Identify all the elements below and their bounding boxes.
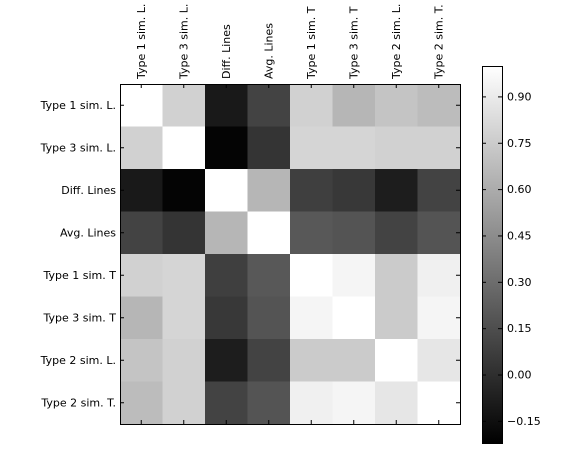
- heatmap-cell: [247, 169, 291, 212]
- heatmap-cell: [375, 339, 418, 382]
- heatmap-cell: [205, 381, 248, 425]
- column-label: Type 2 sim. T.: [432, 4, 445, 80]
- heatmap-cell: [120, 296, 163, 340]
- column-label: Type 3 sim. L.: [177, 4, 190, 80]
- heatmap-cell: [247, 339, 291, 382]
- heatmap-cell: [162, 169, 206, 212]
- heatmap-frame: [120, 84, 461, 425]
- colorbar-tick-label: 0.90: [507, 90, 532, 103]
- heatmap-cell: [120, 339, 163, 382]
- heatmap-cell: [375, 211, 418, 255]
- row-label: Type 3 sim. L.: [40, 141, 116, 154]
- heatmap-cell: [247, 254, 291, 297]
- heatmap-cell: [205, 339, 248, 382]
- heatmap-cell: [120, 126, 163, 170]
- heatmap-ticks: [120, 84, 460, 424]
- heatmap-cell: [162, 211, 206, 255]
- colorbar-tick-label: 0.15: [507, 322, 532, 335]
- row-label: Type 3 sim. T: [43, 311, 117, 324]
- heatmap-cell: [332, 211, 376, 255]
- heatmap-cell: [417, 339, 461, 382]
- heatmap-cell: [162, 254, 206, 297]
- colorbar-ticks: 0.90 0.75 0.60 0.45 0.30 0.15 0.00 −0.15: [482, 90, 541, 428]
- row-labels: Type 1 sim. L. Type 3 sim. L. Diff. Lines A…: [40, 99, 117, 410]
- colorbar: [482, 66, 503, 444]
- colorbar-tick-label: −0.15: [507, 415, 541, 428]
- heatmap-cell: [120, 84, 163, 127]
- heatmap-cell: [332, 296, 376, 340]
- heatmap-cell: [417, 296, 461, 340]
- heatmap-cell: [205, 254, 248, 297]
- heatmap-cells: [120, 84, 461, 425]
- heatmap-cell: [247, 381, 291, 425]
- heatmap-cell: [332, 126, 376, 170]
- heatmap-cell: [332, 339, 376, 382]
- heatmap-cell: [375, 84, 418, 127]
- heatmap-cell: [205, 126, 248, 170]
- row-label: Type 1 sim. L.: [40, 99, 116, 112]
- heatmap-cell: [417, 211, 461, 255]
- heatmap-cell: [290, 84, 333, 127]
- row-label: Type 2 sim. L.: [40, 354, 116, 367]
- heatmap-cell: [247, 126, 291, 170]
- heatmap-cell: [417, 169, 461, 212]
- colorbar-tick-label: 0.00: [507, 369, 532, 382]
- column-label: Type 2 sim. L.: [390, 4, 403, 80]
- heatmap-cell: [417, 84, 461, 127]
- column-label: Type 1 sim. L.: [135, 4, 148, 80]
- row-label: Type 1 sim. T: [43, 269, 117, 282]
- heatmap-cell: [162, 381, 206, 425]
- heatmap-cell: [247, 211, 291, 255]
- colorbar-tick-label: 0.30: [507, 276, 532, 289]
- heatmap-cell: [205, 84, 248, 127]
- heatmap-cell: [417, 126, 461, 170]
- heatmap-cell: [120, 381, 163, 425]
- heatmap-cell: [247, 84, 291, 127]
- column-label: Type 1 sim. T: [305, 6, 318, 80]
- heatmap-cell: [162, 126, 206, 170]
- heatmap-cell: [290, 254, 333, 297]
- column-labels: Type 1 sim. L. Type 3 sim. L. Diff. Lines A…: [135, 4, 446, 80]
- heatmap-cell: [162, 84, 206, 127]
- heatmap-cell: [205, 211, 248, 255]
- column-label: Type 3 sim. T: [347, 6, 360, 80]
- heatmap-cell: [375, 254, 418, 297]
- colorbar-tick-label: 0.45: [507, 229, 532, 242]
- heatmap-cell: [162, 296, 206, 340]
- heatmap-cell: [332, 254, 376, 297]
- row-label: Avg. Lines: [60, 226, 116, 239]
- heatmap-cell: [375, 126, 418, 170]
- heatmap-cell: [120, 169, 163, 212]
- heatmap-cell: [290, 211, 333, 255]
- colorbar-tick-label: 0.75: [507, 137, 532, 150]
- heatmap-cell: [205, 296, 248, 340]
- heatmap-cell: [375, 169, 418, 212]
- heatmap-cell: [290, 126, 333, 170]
- heatmap-cell: [162, 339, 206, 382]
- row-label: Type 2 sim. T.: [40, 396, 116, 409]
- heatmap-cell: [375, 381, 418, 425]
- heatmap-cell: [417, 254, 461, 297]
- heatmap-cell: [247, 296, 291, 340]
- heatmap-cell: [375, 296, 418, 340]
- heatmap-cell: [205, 169, 248, 212]
- heatmap-cell: [332, 381, 376, 425]
- column-label: Avg. Lines: [262, 23, 275, 79]
- heatmap-cell: [290, 381, 333, 425]
- heatmap-cell: [120, 211, 163, 255]
- colorbar-tick-label: 0.60: [507, 183, 532, 196]
- heatmap-cell: [417, 381, 461, 425]
- heatmap-cell: [290, 169, 333, 212]
- heatmap-cell: [332, 169, 376, 212]
- column-label: Diff. Lines: [220, 24, 233, 79]
- heatmap-cell: [290, 339, 333, 382]
- heatmap-cell: [332, 84, 376, 127]
- heatmap-cell: [120, 254, 163, 297]
- row-label: Diff. Lines: [61, 184, 116, 197]
- heatmap-cell: [290, 296, 333, 340]
